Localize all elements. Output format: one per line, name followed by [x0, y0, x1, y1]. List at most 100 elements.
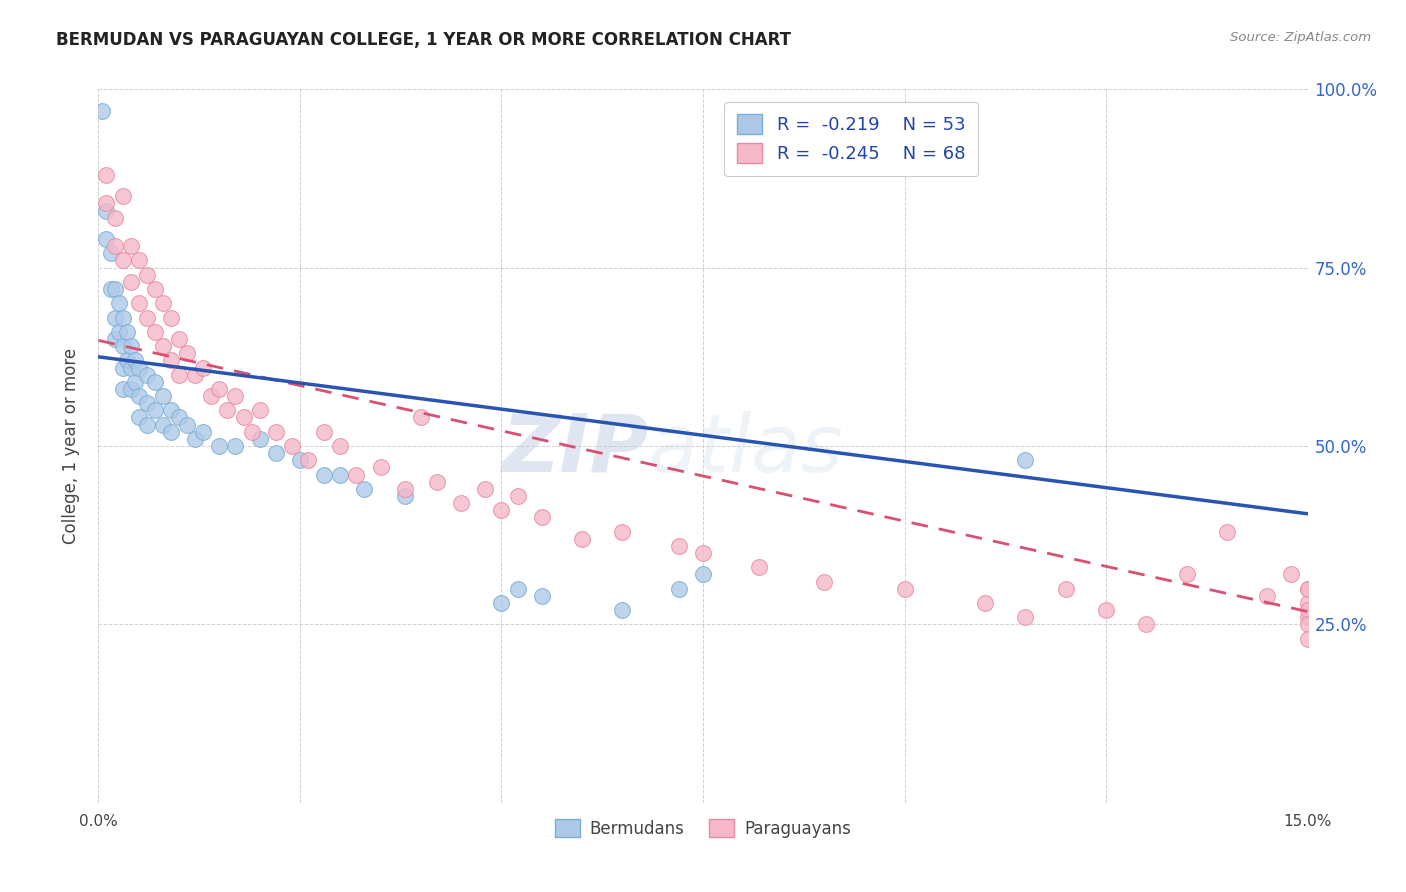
- Point: [264, 446, 287, 460]
- Text: ZIP: ZIP: [501, 410, 648, 489]
- Point: [394, 489, 416, 503]
- Y-axis label: College, 1 year or more: College, 1 year or more: [62, 348, 80, 544]
- Point: [96, 168, 118, 182]
- Point: [107, 296, 129, 310]
- Point: [1296, 582, 1319, 596]
- Point: [281, 439, 304, 453]
- Point: [1014, 610, 1036, 624]
- Point: [208, 382, 231, 396]
- Point: [100, 246, 122, 260]
- Point: [224, 389, 246, 403]
- Legend: Bermudans, Paraguayans: Bermudans, Paraguayans: [548, 813, 858, 845]
- Point: [124, 375, 146, 389]
- Point: [160, 353, 183, 368]
- Point: [249, 432, 271, 446]
- Point: [128, 389, 150, 403]
- Point: [103, 282, 125, 296]
- Point: [176, 346, 198, 360]
- Point: [96, 196, 118, 211]
- Point: [135, 417, 157, 432]
- Point: [1175, 567, 1198, 582]
- Point: [111, 339, 134, 353]
- Point: [530, 510, 553, 524]
- Point: [1054, 582, 1077, 596]
- Point: [91, 103, 114, 118]
- Point: [96, 203, 118, 218]
- Point: [120, 239, 142, 253]
- Point: [370, 460, 392, 475]
- Point: [135, 268, 157, 282]
- Point: [344, 467, 367, 482]
- Point: [1135, 617, 1157, 632]
- Point: [1296, 596, 1319, 610]
- Point: [612, 603, 634, 617]
- Point: [103, 310, 125, 325]
- Point: [264, 425, 287, 439]
- Point: [974, 596, 997, 610]
- Point: [128, 253, 150, 268]
- Point: [1014, 453, 1036, 467]
- Point: [103, 239, 125, 253]
- Point: [748, 560, 770, 574]
- Text: BERMUDAN VS PARAGUAYAN COLLEGE, 1 YEAR OR MORE CORRELATION CHART: BERMUDAN VS PARAGUAYAN COLLEGE, 1 YEAR O…: [56, 31, 792, 49]
- Point: [143, 282, 166, 296]
- Text: Source: ZipAtlas.com: Source: ZipAtlas.com: [1230, 31, 1371, 45]
- Point: [111, 310, 134, 325]
- Point: [193, 425, 215, 439]
- Point: [571, 532, 593, 546]
- Point: [1296, 582, 1319, 596]
- Point: [474, 482, 496, 496]
- Point: [184, 368, 207, 382]
- Point: [1256, 589, 1278, 603]
- Point: [167, 368, 190, 382]
- Point: [184, 432, 207, 446]
- Point: [692, 546, 714, 560]
- Point: [120, 382, 142, 396]
- Point: [491, 596, 513, 610]
- Point: [1296, 610, 1319, 624]
- Point: [506, 489, 529, 503]
- Point: [1281, 567, 1303, 582]
- Point: [152, 389, 174, 403]
- Point: [111, 189, 134, 203]
- Point: [160, 310, 183, 325]
- Point: [96, 232, 118, 246]
- Point: [530, 589, 553, 603]
- Point: [128, 296, 150, 310]
- Point: [160, 403, 183, 417]
- Point: [426, 475, 449, 489]
- Point: [394, 482, 416, 496]
- Point: [124, 353, 146, 368]
- Point: [152, 417, 174, 432]
- Point: [329, 467, 352, 482]
- Point: [115, 353, 138, 368]
- Point: [1296, 632, 1319, 646]
- Point: [107, 325, 129, 339]
- Point: [353, 482, 375, 496]
- Point: [128, 360, 150, 375]
- Point: [135, 368, 157, 382]
- Point: [176, 417, 198, 432]
- Point: [167, 410, 190, 425]
- Point: [668, 582, 690, 596]
- Point: [120, 339, 142, 353]
- Point: [1296, 603, 1319, 617]
- Point: [120, 360, 142, 375]
- Point: [813, 574, 835, 589]
- Point: [111, 382, 134, 396]
- Point: [240, 425, 263, 439]
- Point: [120, 275, 142, 289]
- Point: [692, 567, 714, 582]
- Point: [224, 439, 246, 453]
- Point: [314, 467, 336, 482]
- Point: [143, 403, 166, 417]
- Point: [103, 211, 125, 225]
- Point: [314, 425, 336, 439]
- Point: [612, 524, 634, 539]
- Point: [135, 310, 157, 325]
- Point: [893, 582, 915, 596]
- Point: [143, 325, 166, 339]
- Point: [152, 339, 174, 353]
- Point: [143, 375, 166, 389]
- Point: [160, 425, 183, 439]
